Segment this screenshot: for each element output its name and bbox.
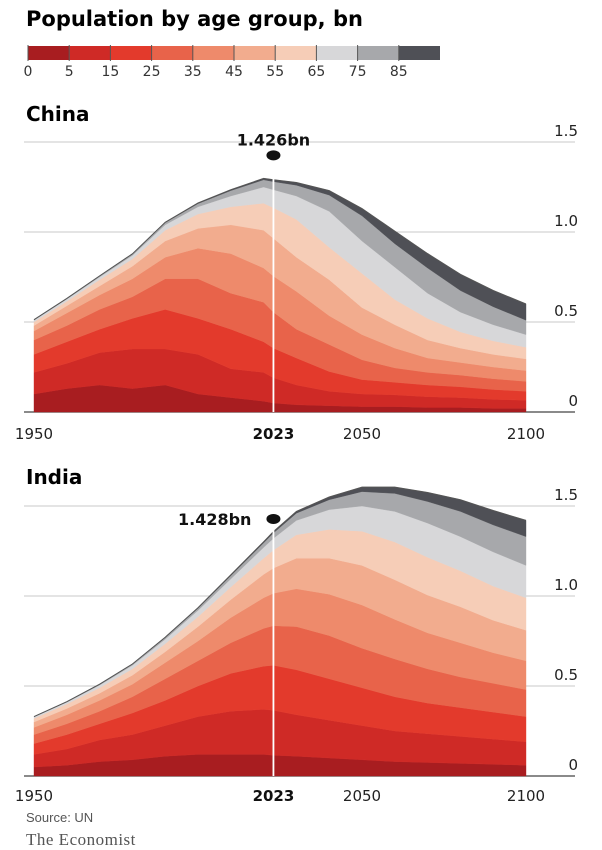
legend-swatch (316, 46, 358, 60)
x-tick-label: 2023 (253, 787, 295, 805)
legend-label: 35 (184, 64, 202, 80)
legend-label: 5 (65, 64, 74, 80)
marker-label: 1.428bn (178, 510, 251, 529)
source-note: Source: UN (26, 810, 93, 825)
y-tick-label: 0.5 (554, 302, 578, 320)
brand-logo: The Economist (26, 830, 136, 849)
y-tick-label: 1.5 (554, 122, 578, 140)
marker-label: 1.426bn (237, 130, 310, 149)
x-tick-label: 1950 (15, 425, 53, 443)
legend-swatch (110, 46, 152, 60)
chart-title: Population by age group, bn (26, 7, 363, 31)
legend-label: 45 (225, 64, 243, 80)
legend-swatch (69, 46, 111, 60)
legend-label: 65 (307, 64, 325, 80)
legend-swatch (234, 46, 276, 60)
y-tick-label: 0 (568, 756, 578, 774)
x-tick-label: 2100 (507, 425, 545, 443)
marker-dot (266, 513, 281, 524)
panel-title: China (26, 102, 90, 126)
x-tick-label: 2023 (253, 425, 295, 443)
legend-label: 75 (349, 64, 367, 80)
marker-dot (266, 150, 281, 161)
legend-swatch (275, 46, 317, 60)
legend-swatch (398, 46, 440, 60)
y-tick-label: 1.0 (554, 212, 578, 230)
legend-label: 0 (24, 64, 33, 80)
legend-swatch (151, 46, 193, 60)
y-tick-label: 0 (568, 392, 578, 410)
y-tick-label: 1.0 (554, 576, 578, 594)
legend-label: 15 (101, 64, 119, 80)
age-legend: 0 5 15 25 35 45 55 65 75 85 (24, 45, 440, 80)
legend-label: 25 (143, 64, 161, 80)
y-tick-label: 1.5 (554, 486, 578, 504)
x-tick-label: 2050 (343, 787, 381, 805)
legend-swatch (357, 46, 399, 60)
legend-label: 55 (266, 64, 284, 80)
legend-label: 85 (390, 64, 408, 80)
legend-swatch (28, 46, 70, 60)
y-tick-label: 0.5 (554, 666, 578, 684)
x-tick-label: 2100 (507, 787, 545, 805)
legend-swatch (192, 46, 234, 60)
x-tick-label: 1950 (15, 787, 53, 805)
panel-india: India 0 0.5 1.0 1.5 1.428bn 1950 2023 2050 2100 (15, 465, 578, 805)
x-tick-label: 2050 (343, 425, 381, 443)
panel-china: China 0 0.5 1.0 1.5 1.426bn 1950 2023 2050 2100 (15, 102, 578, 443)
panel-title: India (26, 465, 82, 489)
